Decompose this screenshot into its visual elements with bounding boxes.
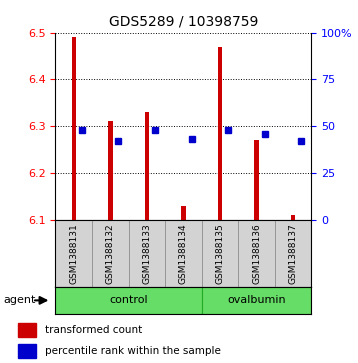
Text: GSM1388136: GSM1388136 [252, 223, 261, 284]
Text: GSM1388131: GSM1388131 [69, 223, 78, 284]
Bar [108, 122, 112, 220]
Bar [165, 220, 202, 287]
Text: ovalbumin: ovalbumin [227, 295, 286, 305]
Bar [291, 215, 295, 220]
Bar [129, 220, 165, 287]
Text: GSM1388132: GSM1388132 [106, 223, 115, 284]
Bar [55, 220, 92, 287]
Text: percentile rank within the sample: percentile rank within the sample [45, 346, 221, 356]
Bar [72, 37, 76, 220]
Title: GDS5289 / 10398759: GDS5289 / 10398759 [109, 15, 258, 29]
Text: agent: agent [4, 295, 36, 305]
Text: GSM1388134: GSM1388134 [179, 223, 188, 284]
Text: GSM1388137: GSM1388137 [289, 223, 297, 284]
Text: GSM1388135: GSM1388135 [216, 223, 224, 284]
Bar [18, 344, 36, 359]
Bar [255, 140, 259, 220]
Bar [275, 220, 311, 287]
Bar [202, 287, 311, 314]
Text: transformed count: transformed count [45, 325, 142, 335]
Bar [92, 220, 129, 287]
Text: control: control [109, 295, 148, 305]
Text: GSM1388133: GSM1388133 [142, 223, 151, 284]
Bar [238, 220, 275, 287]
Bar [218, 47, 222, 220]
Bar [181, 205, 186, 220]
Bar [202, 220, 238, 287]
Bar [55, 287, 202, 314]
Bar [18, 323, 36, 337]
Bar [145, 112, 149, 220]
